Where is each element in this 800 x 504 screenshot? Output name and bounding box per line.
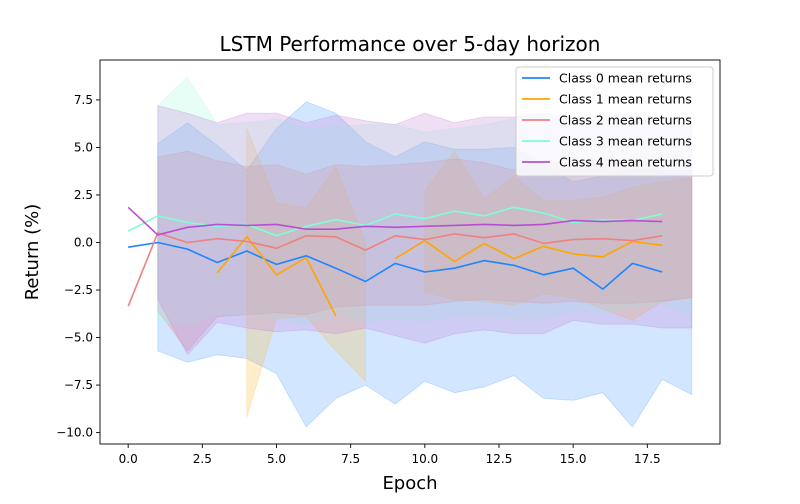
band-class-2	[157, 150, 693, 352]
y-tick-label: 7.5	[74, 93, 93, 107]
x-tick-label: 10.0	[411, 452, 438, 466]
y-tick-label: 2.5	[74, 188, 93, 202]
legend-label-class-2: Class 2 mean returns	[559, 113, 692, 128]
x-tick-label: 0.0	[119, 452, 138, 466]
band-class-1	[424, 150, 693, 321]
x-tick-label: 15.0	[560, 452, 587, 466]
y-tick-label: −5.0	[64, 331, 93, 345]
line-class-0	[128, 241, 663, 290]
line-class-1	[216, 236, 337, 317]
line-class-1	[394, 239, 663, 263]
x-tick-label: 12.5	[486, 452, 513, 466]
legend-label-class-0: Class 0 mean returns	[559, 71, 692, 86]
line-layer	[127, 206, 663, 317]
legend-label-class-4: Class 4 mean returns	[559, 155, 692, 170]
band-class-0	[157, 101, 693, 428]
band-class-1	[246, 128, 366, 418]
y-tick-label: 5.0	[74, 140, 93, 154]
chart-title: LSTM Performance over 5-day horizon	[220, 32, 601, 56]
x-tick-label: 2.5	[193, 452, 212, 466]
y-tick-label: −2.5	[64, 283, 93, 297]
line-class-4	[127, 206, 663, 236]
y-axis: −10.0 −7.5 −5.0 −2.5 0.0 2.5 5.0 7.5	[56, 93, 100, 440]
y-axis-label: Return (%)	[22, 204, 43, 301]
y-tick-label: 0.0	[74, 235, 93, 249]
legend-label-class-3: Class 3 mean returns	[559, 134, 692, 149]
legend: Class 0 mean returns Class 1 mean returns…	[515, 66, 714, 177]
plot-frame	[99, 59, 721, 445]
y-tick-label: −10.0	[56, 426, 93, 440]
x-tick-label: 5.0	[267, 452, 286, 466]
legend-label-class-1: Class 1 mean returns	[559, 92, 692, 107]
x-axis: 0.0 2.5 5.0 7.5 10.0 12.5 15.0 17.5	[119, 444, 661, 466]
line-class-3	[127, 206, 663, 237]
x-axis-label: Epoch	[382, 473, 437, 494]
line-class-2	[127, 232, 663, 307]
y-tick-label: −7.5	[64, 378, 93, 392]
legend-box	[515, 66, 714, 177]
x-tick-label: 17.5	[634, 452, 661, 466]
x-tick-label: 7.5	[341, 452, 360, 466]
